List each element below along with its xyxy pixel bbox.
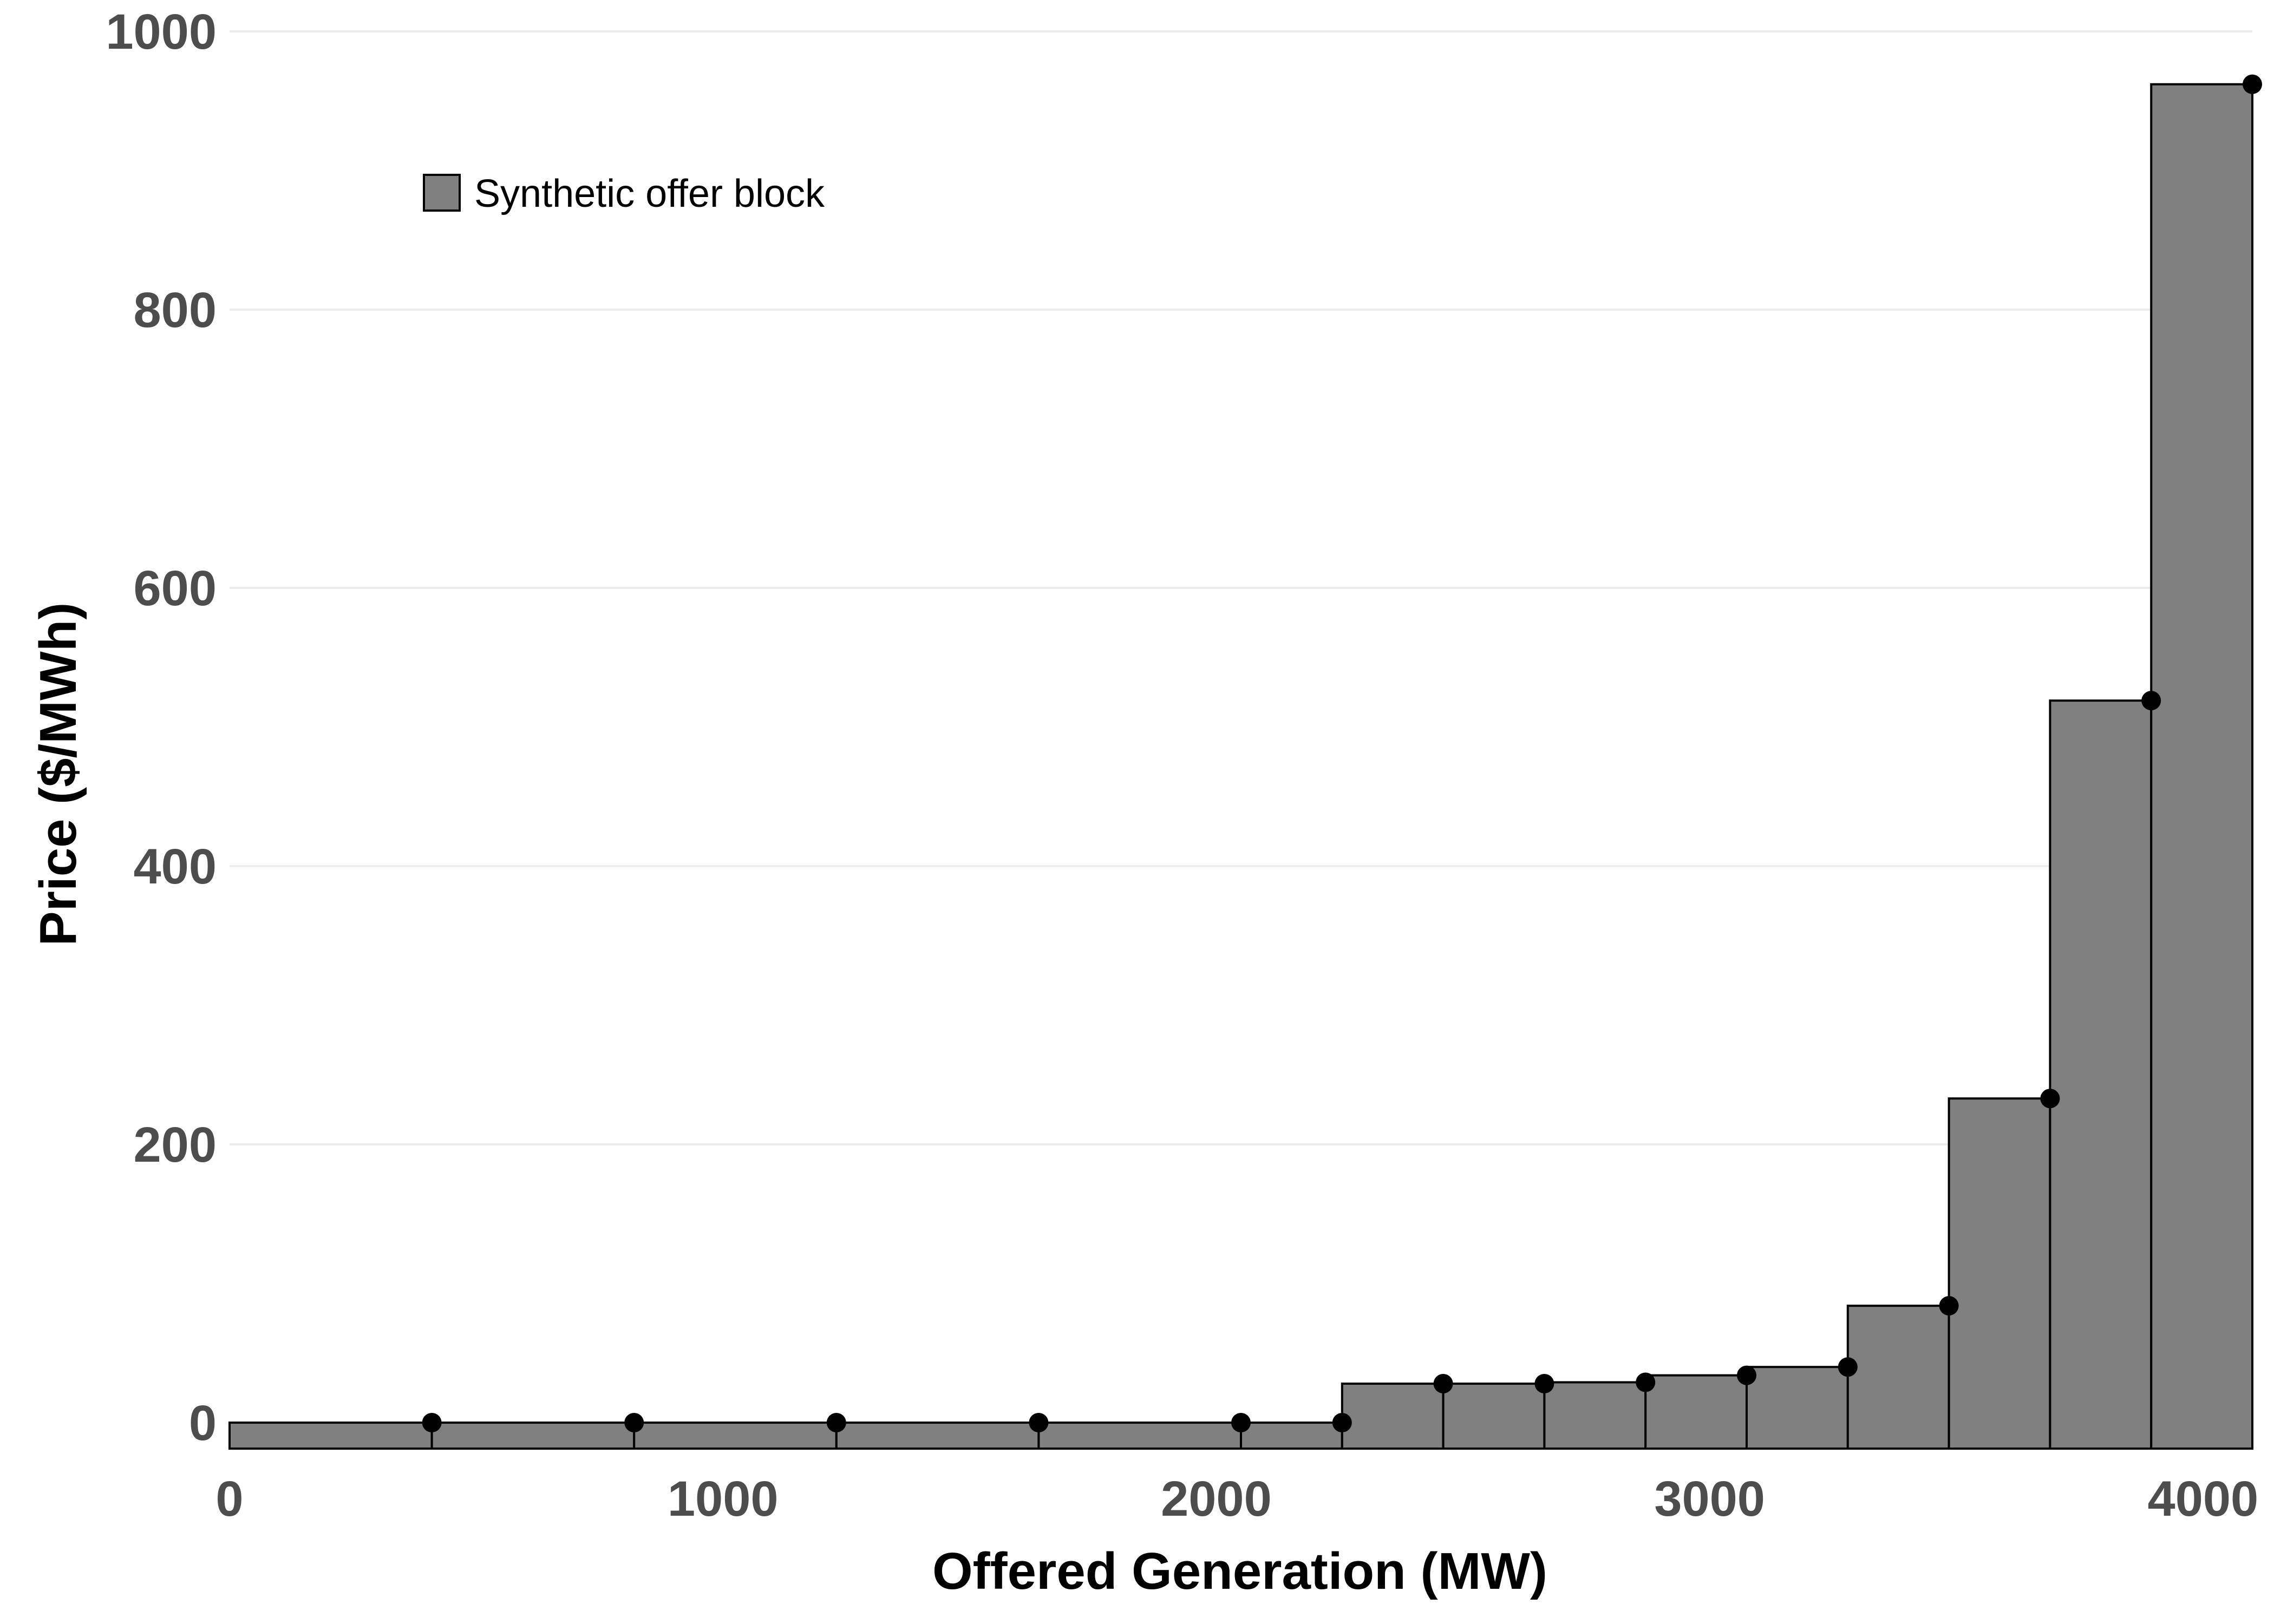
y-axis-title: Price ($/MWh): [29, 603, 87, 946]
x-axis-title: Offered Generation (MW): [932, 1542, 1547, 1600]
x-tick-label-1000: 1000: [668, 1471, 779, 1527]
x-tick-label-0: 0: [215, 1471, 243, 1527]
x-tick-label-2000: 2000: [1161, 1471, 1272, 1527]
y-tick-label-600: 600: [134, 561, 217, 616]
offer-point-12: [1939, 1296, 1959, 1316]
offer-block-bar-6: [1240, 1422, 1343, 1450]
offer-block-bar-13: [1948, 1097, 2051, 1450]
offer-point-4: [1029, 1413, 1049, 1432]
offer-block-bar-9: [1543, 1381, 1647, 1450]
offer-block-bar-4: [835, 1422, 1040, 1450]
offer-block-bar-2: [430, 1422, 636, 1450]
offer-point-10: [1737, 1365, 1756, 1385]
offer-block-bar-5: [1037, 1422, 1243, 1450]
x-axis: 0 1000 2000 3000 4000: [215, 1471, 2258, 1527]
offer-block-bar-14: [2049, 699, 2153, 1450]
offer-point-1: [422, 1413, 442, 1432]
offer-block-bar-15: [2150, 83, 2253, 1450]
offer-block-bar-7: [1341, 1383, 1445, 1450]
offer-point-8: [1534, 1374, 1554, 1394]
offer-point-5: [1231, 1413, 1251, 1432]
offer-block-bar-10: [1644, 1374, 1748, 1450]
points-layer: [422, 74, 2262, 1432]
y-tick-label-1000: 1000: [106, 4, 217, 60]
offer-point-13: [2040, 1089, 2060, 1109]
y-axis: 0 200 400 600 800 1000: [106, 4, 217, 1451]
x-tick-label-4000: 4000: [2148, 1471, 2259, 1527]
offer-block-bar-1: [228, 1422, 433, 1450]
offer-point-14: [2141, 691, 2161, 711]
offer-block-bar-8: [1442, 1383, 1546, 1450]
legend-label: Synthetic offer block: [474, 172, 825, 215]
offer-point-9: [1636, 1372, 1656, 1392]
y-tick-label-400: 400: [134, 839, 217, 894]
legend-swatch: [423, 174, 461, 212]
y-tick-label-200: 200: [134, 1117, 217, 1173]
offer-point-7: [1433, 1374, 1453, 1394]
offer-point-11: [1838, 1357, 1858, 1377]
legend: Synthetic offer block: [423, 172, 825, 215]
offer-block-bar-11: [1746, 1366, 1849, 1450]
offer-point-3: [826, 1413, 846, 1432]
y-tick-label-800: 800: [134, 283, 217, 338]
bars-layer: [228, 83, 2253, 1450]
offer-block-bar-12: [1846, 1305, 1950, 1450]
x-tick-label-3000: 3000: [1654, 1471, 1765, 1527]
offer-point-6: [1332, 1413, 1352, 1432]
offer-block-bar-3: [633, 1422, 838, 1450]
offer-point-15: [2243, 74, 2262, 94]
y-tick-label-0: 0: [189, 1396, 217, 1451]
offer-point-2: [624, 1413, 644, 1432]
